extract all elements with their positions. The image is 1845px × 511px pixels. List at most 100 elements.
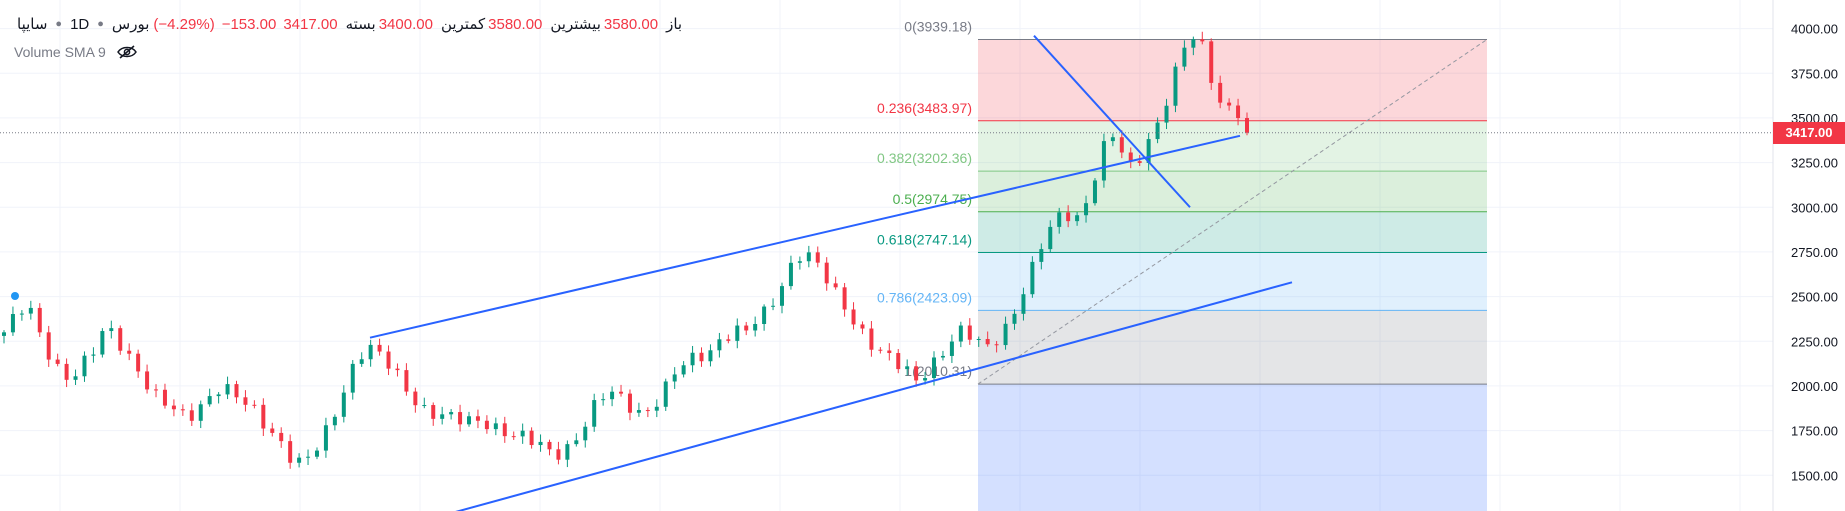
price-axis-tick-label: 1750.00: [1791, 424, 1838, 439]
trendline-downtrend[interactable]: [1033, 35, 1191, 208]
candle-body: [914, 366, 919, 381]
candle-body: [225, 384, 230, 395]
candle-body: [1182, 47, 1187, 67]
candle-body: [610, 391, 615, 400]
price-axis[interactable]: 1500.00 1750.00 2000.00 2250.00 2500.00 2750.…: [1772, 0, 1845, 511]
candle-body: [386, 351, 391, 369]
event-marker[interactable]: [11, 292, 19, 300]
price-axis-tick-label: 2750.00: [1791, 245, 1838, 260]
candle-body: [502, 423, 507, 437]
candle-body: [860, 324, 865, 329]
candle-body: [1066, 212, 1071, 222]
legend-low-label: کمترین: [440, 16, 486, 33]
candle-body: [422, 405, 427, 407]
legend-symbol[interactable]: سایپا: [17, 16, 48, 33]
candle-body: [323, 425, 328, 451]
candle-body: [663, 381, 668, 407]
candle-body: [896, 353, 901, 370]
fibonacci-retracement[interactable]: 0(3939.18) 0.236(3483.97) 0.382(3202.36) 0.…: [877, 18, 1488, 511]
candle-body: [1084, 203, 1089, 216]
candle-body: [681, 365, 686, 375]
fib-level-label: 0.786(2423.09): [877, 289, 972, 305]
candle-body: [127, 350, 132, 354]
candle-body: [744, 325, 749, 331]
candle-body: [162, 389, 167, 406]
candle-body: [234, 384, 239, 398]
candle-body: [82, 355, 87, 377]
candle-body: [341, 392, 346, 417]
candle-body: [46, 332, 51, 360]
candle-body: [940, 355, 945, 358]
candle-body: [654, 406, 659, 411]
legend-open-label: باز: [666, 16, 683, 33]
candle-body: [288, 441, 293, 463]
candle-body: [771, 305, 776, 307]
candle-body: [878, 349, 883, 351]
candle-body: [171, 405, 176, 410]
candle-body: [556, 449, 561, 460]
fib-level-label: 0.618(2747.14): [877, 231, 972, 247]
fib-zone: [978, 384, 1487, 511]
candle-body: [368, 344, 373, 360]
candle-body: [73, 376, 78, 380]
candle-body: [1209, 41, 1214, 83]
candle-body: [1227, 102, 1232, 106]
candle-body: [735, 325, 740, 341]
legend-open-value: 3580.00: [603, 15, 659, 33]
candle-body: [833, 283, 838, 288]
candle-body: [1092, 180, 1097, 204]
trendlines[interactable]: [369, 35, 1293, 511]
trendline-lower-channel[interactable]: [420, 281, 1293, 511]
candle-body: [627, 393, 632, 413]
candle-body: [1155, 122, 1160, 140]
price-axis-tick-label: 3750.00: [1791, 66, 1838, 81]
candle-body: [279, 432, 284, 442]
candle-body: [207, 396, 212, 405]
candle-body: [869, 328, 874, 350]
candle-body: [985, 338, 990, 345]
candle-body: [154, 389, 159, 391]
candle-body: [359, 359, 364, 364]
candle-body: [1075, 215, 1080, 222]
candle-body: [1101, 141, 1106, 181]
candle-body: [583, 426, 588, 441]
symbol-legend: سایپا ● 1D ● بورس (−4.29%) −153.00 3417.…: [14, 12, 684, 36]
candle-body: [538, 441, 543, 446]
trendline-upper-channel[interactable]: [369, 134, 1241, 339]
candle-body: [350, 363, 355, 393]
candle-body: [19, 313, 24, 315]
grid: [0, 0, 1773, 511]
candle-body: [1039, 249, 1044, 262]
candle-body: [932, 357, 937, 379]
candle-body: [458, 412, 463, 425]
candles: [2, 31, 1249, 469]
candle-body: [243, 397, 248, 405]
candle-body: [55, 359, 60, 364]
legend-close-value: 3417.00: [283, 15, 338, 33]
volume-indicator-row[interactable]: Volume SMA 9: [14, 44, 138, 60]
candle-body: [905, 366, 910, 370]
candle-body: [297, 457, 302, 463]
candle-body: [788, 262, 793, 287]
candle-body: [520, 430, 525, 437]
fib-trend-line[interactable]: [977, 39, 1488, 385]
candle-body: [717, 339, 722, 351]
eye-hidden-icon[interactable]: [116, 44, 138, 60]
candle-body: [1173, 66, 1178, 106]
candle-body: [636, 410, 641, 413]
last-price-tag: 3417.00: [1773, 121, 1845, 144]
candle-body: [1128, 152, 1133, 162]
legend-exchange: بورس: [111, 16, 150, 33]
candle-body: [645, 410, 650, 412]
candle-body: [1191, 39, 1196, 48]
fib-level-label: 0.5(2974.75): [893, 191, 972, 207]
legend-timeframe[interactable]: 1D: [70, 15, 90, 33]
price-axis-tick-label: 2000.00: [1791, 379, 1838, 394]
candle-body: [565, 444, 570, 460]
candle-body: [136, 353, 141, 372]
candle-body: [100, 331, 105, 355]
candle-body: [440, 414, 445, 419]
legend-low-value: 3400.00: [378, 15, 433, 33]
price-axis-bg: [1773, 0, 1845, 511]
